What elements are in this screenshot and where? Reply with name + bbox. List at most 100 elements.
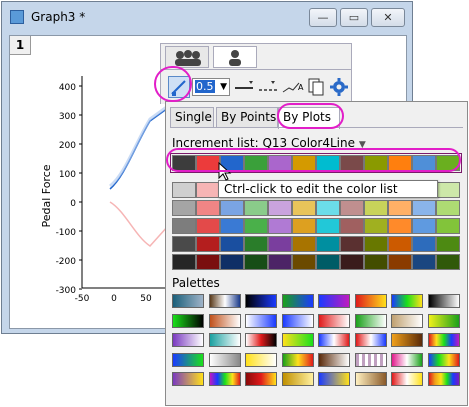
color-swatch[interactable]	[388, 200, 412, 216]
palette-swatch[interactable]	[245, 313, 277, 328]
palette-swatch[interactable]	[281, 333, 314, 347]
palette-swatch[interactable]	[391, 333, 423, 347]
palette-swatch[interactable]	[354, 294, 387, 308]
color-swatch[interactable]	[340, 200, 364, 216]
color-swatch[interactable]	[196, 218, 220, 234]
palette-swatch[interactable]	[354, 313, 387, 328]
palette-swatch[interactable]	[208, 352, 241, 367]
color-swatch[interactable]	[388, 254, 412, 270]
color-swatch[interactable]	[172, 200, 196, 216]
palette-swatch[interactable]	[281, 313, 314, 328]
palette-swatch[interactable]	[427, 333, 460, 347]
palette-swatch[interactable]	[245, 294, 277, 308]
palette-swatch[interactable]	[427, 352, 460, 367]
color-swatch[interactable]	[268, 200, 292, 216]
palette-swatch[interactable]	[391, 352, 423, 367]
palette-swatch[interactable]	[318, 313, 350, 328]
palette-swatch[interactable]	[172, 372, 204, 386]
color-swatch[interactable]	[364, 254, 388, 270]
color-swatch[interactable]	[436, 254, 460, 270]
color-swatch[interactable]	[172, 236, 196, 252]
color-swatch[interactable]	[172, 182, 196, 198]
color-swatch[interactable]	[244, 218, 268, 234]
color-swatch[interactable]	[364, 218, 388, 234]
color-swatch[interactable]	[316, 236, 340, 252]
palette-swatch[interactable]	[354, 333, 387, 347]
title-bar[interactable]: Graph3 * — ▭ ✕	[2, 2, 412, 30]
tab-group-icon[interactable]	[165, 46, 209, 68]
color-swatch[interactable]	[292, 200, 316, 216]
line-style-icon[interactable]	[233, 78, 255, 96]
palette-swatch[interactable]	[427, 313, 460, 328]
color-swatch[interactable]	[412, 200, 436, 216]
palette-swatch[interactable]	[172, 352, 204, 367]
palette-swatch[interactable]	[318, 352, 350, 367]
color-swatch[interactable]	[388, 218, 412, 234]
color-swatch[interactable]	[340, 218, 364, 234]
palette-swatch[interactable]	[427, 372, 460, 386]
palette-swatch[interactable]	[245, 333, 277, 347]
color-swatch[interactable]	[316, 218, 340, 234]
color-swatch[interactable]	[196, 200, 220, 216]
color-swatch[interactable]	[340, 236, 364, 252]
color-swatch[interactable]	[364, 200, 388, 216]
minimize-button[interactable]: —	[309, 8, 337, 27]
palette-swatch[interactable]	[245, 372, 277, 386]
color-swatch[interactable]	[268, 218, 292, 234]
color-swatch[interactable]	[292, 254, 316, 270]
copy-format-icon[interactable]	[307, 77, 325, 97]
line-dash-icon[interactable]	[257, 78, 279, 96]
palette-swatch[interactable]	[172, 313, 204, 328]
palette-swatch[interactable]	[281, 294, 314, 308]
color-swatch[interactable]	[220, 236, 244, 252]
color-swatch[interactable]	[436, 236, 460, 252]
color-swatch[interactable]	[220, 254, 244, 270]
color-swatch[interactable]	[244, 254, 268, 270]
color-swatch[interactable]	[268, 236, 292, 252]
layer-1-tab[interactable]: 1	[10, 36, 31, 55]
color-swatch[interactable]	[220, 200, 244, 216]
color-swatch[interactable]	[412, 236, 436, 252]
palette-swatch[interactable]	[391, 372, 423, 386]
connect-line-icon[interactable]: A	[281, 78, 305, 96]
palette-swatch[interactable]	[354, 352, 387, 367]
color-swatch[interactable]	[316, 200, 340, 216]
palette-swatch[interactable]	[391, 313, 423, 328]
palette-swatch[interactable]	[318, 294, 350, 308]
color-swatch[interactable]	[244, 200, 268, 216]
color-swatch[interactable]	[292, 236, 316, 252]
palette-swatch[interactable]	[208, 372, 241, 386]
color-swatch[interactable]	[220, 218, 244, 234]
palette-swatch[interactable]	[281, 352, 314, 367]
palette-swatch[interactable]	[281, 372, 314, 386]
tab-by-points[interactable]: By Points	[216, 107, 278, 127]
color-swatch[interactable]	[412, 218, 436, 234]
palette-swatch[interactable]	[172, 294, 204, 308]
palette-swatch[interactable]	[208, 294, 241, 308]
tab-single-plot-icon[interactable]	[213, 46, 257, 68]
color-swatch[interactable]	[412, 254, 436, 270]
palette-swatch[interactable]	[208, 333, 241, 347]
palette-swatch[interactable]	[318, 372, 350, 386]
color-swatch[interactable]	[172, 218, 196, 234]
color-swatch[interactable]	[172, 254, 196, 270]
color-swatch[interactable]	[196, 236, 220, 252]
color-swatch[interactable]	[364, 236, 388, 252]
color-swatch[interactable]	[316, 254, 340, 270]
color-swatch[interactable]	[436, 182, 460, 198]
line-width-combo[interactable]: 0.5 ▼	[192, 78, 230, 96]
palette-swatch[interactable]	[354, 372, 387, 386]
palette-swatch[interactable]	[172, 333, 204, 347]
close-button[interactable]: ✕	[371, 8, 405, 27]
color-swatch[interactable]	[268, 254, 292, 270]
increment-list-label[interactable]: Increment list: Q13 Color4Line ▼	[172, 136, 366, 150]
color-swatch[interactable]	[340, 254, 364, 270]
palette-swatch[interactable]	[208, 313, 241, 328]
color-swatch[interactable]	[244, 236, 268, 252]
palette-swatch[interactable]	[427, 294, 460, 308]
color-swatch[interactable]	[196, 182, 220, 198]
gear-icon[interactable]	[329, 77, 349, 97]
palette-swatch[interactable]	[391, 294, 423, 308]
color-swatch[interactable]	[388, 236, 412, 252]
palette-swatch[interactable]	[318, 333, 350, 347]
